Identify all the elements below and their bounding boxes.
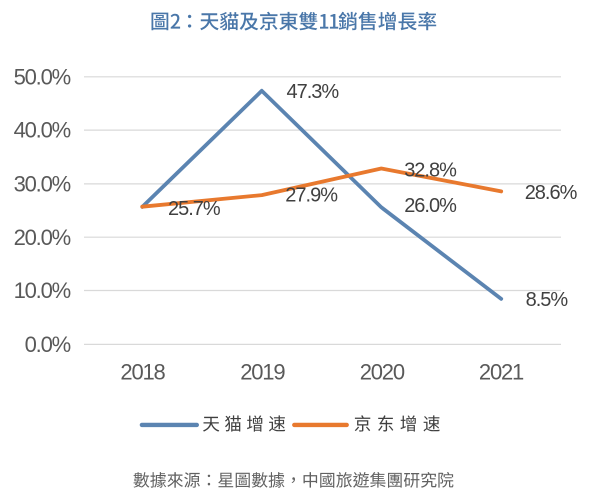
svg-text:2018: 2018 — [120, 360, 165, 385]
svg-text:0.0%: 0.0% — [25, 332, 71, 357]
svg-text:8.5%: 8.5% — [526, 289, 569, 311]
svg-text:28.6%: 28.6% — [525, 182, 578, 204]
svg-text:40.0%: 40.0% — [14, 118, 71, 143]
svg-text:26.0%: 26.0% — [404, 195, 457, 217]
svg-text:32.8%: 32.8% — [404, 160, 457, 182]
svg-text:2020: 2020 — [360, 360, 405, 385]
svg-text:2021: 2021 — [479, 360, 524, 385]
svg-text:10.0%: 10.0% — [14, 278, 71, 303]
svg-text:25.7%: 25.7% — [168, 198, 221, 220]
svg-text:20.0%: 20.0% — [14, 225, 71, 250]
svg-text:2019: 2019 — [240, 360, 285, 385]
svg-text:50.0%: 50.0% — [14, 64, 71, 89]
svg-text:27.9%: 27.9% — [285, 185, 338, 207]
svg-text:47.3%: 47.3% — [287, 81, 340, 103]
svg-text:30.0%: 30.0% — [14, 172, 71, 197]
